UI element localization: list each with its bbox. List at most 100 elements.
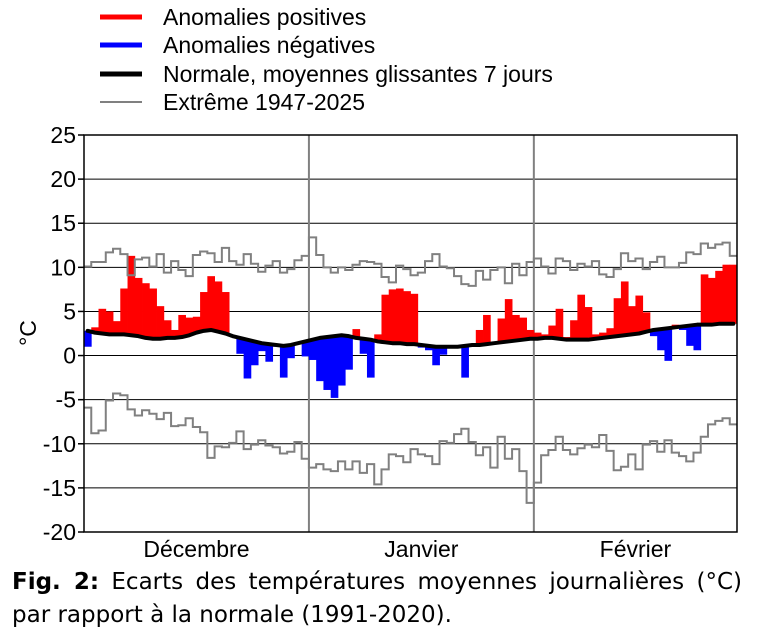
y-tick-label: 15 [50,210,76,236]
month-labels: Décembre Janvier Février [143,536,671,562]
figure-caption: Fig. 2: Ecarts des températures moyennes… [12,566,742,632]
anomaly-bar-positive [519,317,527,340]
anomaly-bar-positive [628,306,636,335]
anomaly-bar-negative [664,328,673,361]
anomaly-bar-negative [686,325,694,346]
anomaly-bar-positive [352,329,361,338]
anomaly-bar-negative [250,341,259,366]
anomaly-bar-negative [308,339,317,360]
anomaly-bar-negative [649,329,658,337]
y-tick-label: -20 [43,519,76,545]
anomaly-bar-negative [359,338,368,354]
anomaly-bar-positive [620,281,629,336]
caption-text: Ecarts des températures moyennes journal… [12,569,742,628]
anomaly-bar-positive [410,293,419,345]
anomaly-bar-negative [279,345,288,378]
anomaly-bar-positive [163,320,172,338]
anomaly-bar-positive [127,255,136,336]
y-tick-label: -15 [43,475,76,501]
y-tick-label: 20 [50,166,76,192]
anomaly-bar-positive [729,264,738,324]
y-axis-label: °C [15,320,41,346]
anomaly-bar-positive [381,294,390,343]
anomaly-bar-positive [221,292,230,334]
anomaly-bar-negative [316,337,324,382]
temperature-anomaly-chart: Anomalies positives Anomalies négatives … [15,4,738,562]
anomaly-bar-positive [555,308,564,339]
anomaly-bar-positive [700,274,709,325]
anomaly-bar-positive [178,314,186,338]
y-tick-label: -10 [43,431,76,457]
anomaly-bar-positive [91,327,99,333]
anomaly-bar-negative [439,346,448,355]
legend-label-negative: Anomalies négatives [163,32,375,58]
anomaly-bar-negative [425,345,433,351]
anomaly-bar-negative [301,341,310,357]
legend-label-extreme: Extrême 1947-2025 [163,89,365,115]
anomaly-bar-positive [642,312,651,332]
extreme-max-line [84,236,737,287]
month-label-3: Février [600,536,672,562]
anomaly-bar-positive [113,321,121,335]
anomaly-bar-negative [366,339,375,378]
anomaly-bar-positive [207,276,215,330]
anomaly-bar-positive [142,283,150,338]
anomaly-bar-positive [497,318,506,343]
anomaly-bar-positive [635,295,644,334]
anomaly-bar-positive [403,291,411,345]
anomaly-bar-positive [185,317,194,336]
anomaly-bar-positive [707,277,716,325]
anomaly-bar-positive [504,299,513,342]
y-tick-labels: -20 -15 -10 -5 0 5 10 15 20 25 [43,122,76,545]
anomaly-bar-negative [265,344,274,362]
anomaly-bar-positive [171,329,179,338]
anomaly-bar-negative [258,343,266,352]
anomaly-bar-positive [722,264,731,324]
anomaly-bar-positive [606,328,615,338]
series-lines [84,236,737,504]
extreme-min-line [84,392,737,504]
anomaly-bar-positive [149,288,157,339]
chart-legend: Anomalies positives Anomalies négatives … [100,4,553,115]
anomaly-bar-positive [475,329,484,345]
anomaly-bar-negative [657,329,665,351]
anomaly-bar-positive [374,334,382,342]
normal-line [85,321,736,349]
anomaly-bar-positive [120,288,128,335]
anomaly-bar-negative [693,324,702,351]
anomaly-bar-negative [345,336,353,370]
anomaly-bar-positive [192,316,201,333]
anomaly-bar-positive [533,332,542,339]
anomaly-bar-negative [287,344,295,359]
anomaly-bar-negative [323,337,332,390]
anomaly-bar-negative [84,330,92,347]
plot-frame [83,134,738,533]
anomaly-bar-negative [432,346,440,366]
anomaly-bar-positive [214,281,223,332]
caption-label: Fig. 2: [12,569,100,595]
month-label-2: Janvier [384,536,458,562]
anomaly-bar-positive [591,334,600,339]
y-tick-label: -5 [56,387,76,413]
y-tick-label: 0 [63,343,76,369]
anomaly-bar-negative [236,337,245,354]
anomaly-bar-positive [388,289,397,344]
month-label-1: Décembre [143,536,249,562]
anomaly-bar-positive [134,277,143,337]
anomaly-bar-positive [715,270,723,324]
anomaly-bar-positive [483,314,491,345]
y-tick-label: 25 [50,122,76,148]
legend-label-normal: Normale, moyennes glissantes 7 jours [163,61,553,87]
anomaly-bar-positive [570,320,578,340]
anomaly-bars [84,255,738,398]
anomaly-bar-negative [337,335,346,386]
anomaly-bar-positive [395,288,404,344]
y-tick-label: 5 [63,298,76,324]
anomaly-bar-positive [613,298,622,337]
anomaly-bar-negative [243,339,252,379]
anomaly-bar-positive [512,314,520,341]
anomaly-bar-positive [200,292,208,331]
anomaly-bar-positive [599,332,607,338]
anomaly-bar-positive [156,306,165,339]
anomaly-bar-negative [330,336,339,398]
